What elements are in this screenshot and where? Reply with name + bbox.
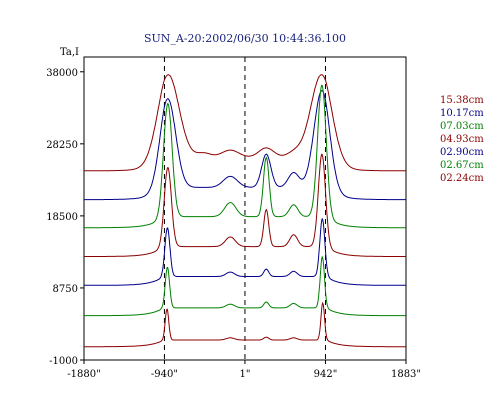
x-tick-label-0: -1880" [67, 369, 100, 380]
y-tick-label-3: 8750 [53, 284, 78, 295]
y-axis-ticks: 38000 28250 18500 8750 -1000 [46, 68, 84, 367]
legend-entry-6: 02.24cm [440, 173, 484, 184]
y-tick-label-1: 28250 [46, 140, 78, 151]
series-curves [84, 74, 406, 348]
x-tick-label-2: 1" [239, 369, 250, 380]
y-tick-label-2: 18500 [46, 212, 78, 223]
series-line-1 [84, 90, 406, 201]
series-line-6 [84, 301, 406, 348]
series-line-0 [84, 74, 406, 172]
legend-entry-2: 07.03cm [440, 121, 484, 132]
legend-entry-4: 02.90cm [440, 147, 484, 158]
legend-entry-5: 02.67cm [440, 160, 484, 171]
y-tick-label-0: 38000 [46, 68, 78, 79]
x-axis-ticks: -1880" -940" 1" 942" 1883" [67, 360, 421, 380]
legend: 15.38cm 10.17cm 07.03cm 04.93cm 02.90cm 02.67… [440, 95, 484, 184]
series-line-2 [84, 84, 406, 229]
x-tick-label-1: -940" [151, 369, 178, 380]
y-tick-label-4: -1000 [49, 356, 78, 367]
series-line-3 [84, 153, 406, 257]
y-axis-label: Ta,I [60, 47, 79, 58]
legend-entry-3: 04.93cm [440, 134, 484, 145]
reference-lines [163, 57, 326, 360]
legend-entry-0: 15.38cm [440, 95, 484, 106]
x-tick-label-4: 1883" [391, 369, 421, 380]
chart-title: SUN_A-20:2002/06/30 10:44:36.100 [144, 32, 346, 45]
series-line-5 [84, 255, 406, 317]
series-line-4 [84, 217, 406, 286]
x-tick-label-3: 942" [314, 369, 338, 380]
legend-entry-1: 10.17cm [440, 108, 484, 119]
